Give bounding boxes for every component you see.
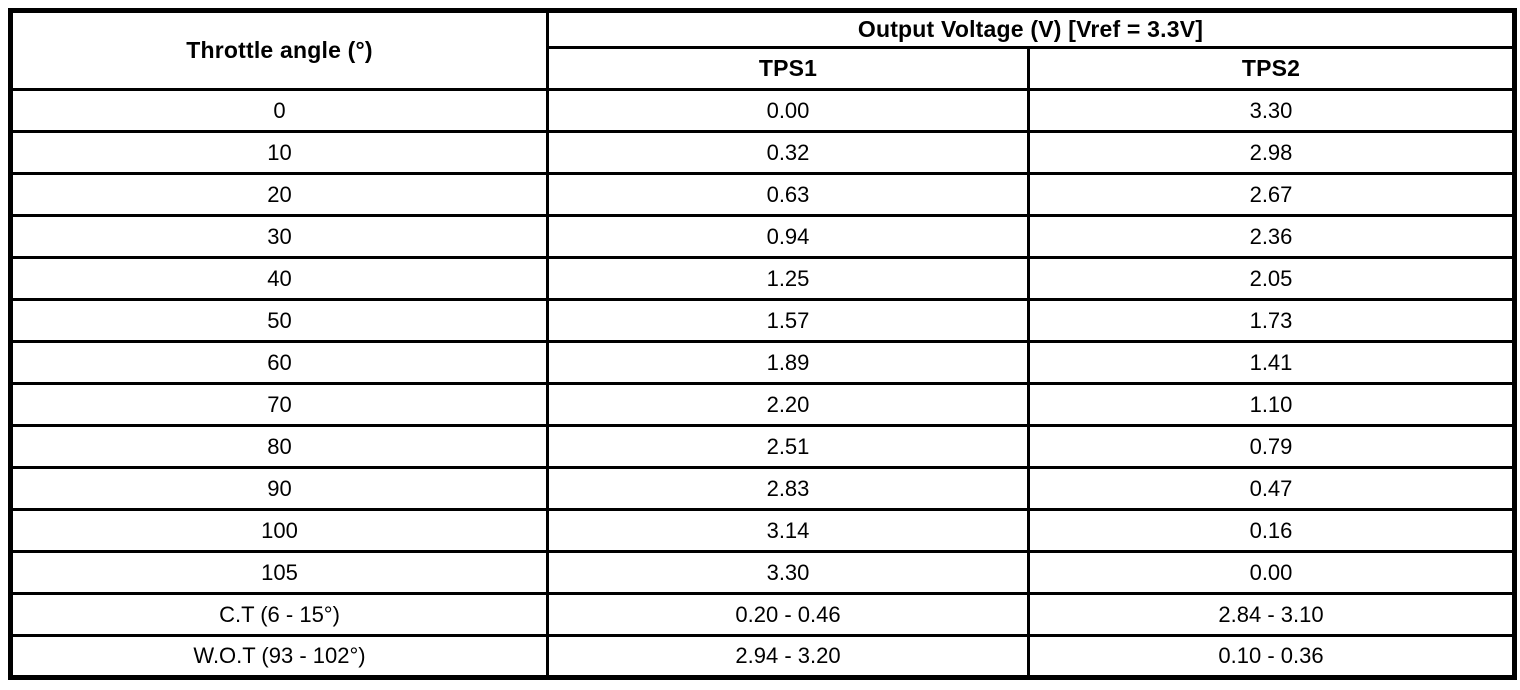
table-row-angle-100: 100 3.14 0.16	[9, 508, 1516, 553]
table-row-angle-20: 20 0.63 2.67	[9, 172, 1516, 217]
throttle-angle-header: Throttle angle (°)	[9, 9, 549, 91]
tps2-cell: 3.30	[1027, 88, 1516, 133]
tps1-cell: 1.25	[546, 256, 1030, 301]
angle-cell: 100	[9, 508, 549, 553]
header-row-sub: TPS1 TPS2	[11, 46, 1516, 91]
angle-cell: 60	[9, 340, 549, 385]
tps1-cell: 1.57	[546, 298, 1030, 343]
table-row-wide-open-throttle: W.O.T (93 - 102°) 2.94 - 3.20 0.10 - 0.3…	[9, 634, 1516, 679]
tps1-column-header: TPS1	[546, 46, 1030, 91]
tps1-cell: 2.20	[546, 382, 1030, 427]
tps1-cell: 2.83	[546, 466, 1030, 511]
angle-cell: W.O.T (93 - 102°)	[9, 634, 549, 679]
tps2-column-header: TPS2	[1027, 46, 1516, 91]
table-row-closed-throttle: C.T (6 - 15°) 0.20 - 0.46 2.84 - 3.10	[9, 592, 1516, 637]
tps1-cell: 0.20 - 0.46	[546, 592, 1030, 637]
tps1-cell: 3.14	[546, 508, 1030, 553]
angle-cell: C.T (6 - 15°)	[9, 592, 549, 637]
tps2-cell: 2.84 - 3.10	[1027, 592, 1516, 637]
angle-cell: 105	[9, 550, 549, 595]
tps1-cell: 0.32	[546, 130, 1030, 175]
tps2-cell: 0.79	[1027, 424, 1516, 469]
angle-cell: 40	[9, 256, 549, 301]
table-row-angle-60: 60 1.89 1.41	[9, 340, 1516, 385]
tps2-cell: 2.05	[1027, 256, 1516, 301]
tps2-cell: 0.16	[1027, 508, 1516, 553]
tps1-cell: 0.00	[546, 88, 1030, 133]
tps2-cell: 0.00	[1027, 550, 1516, 595]
angle-cell: 10	[9, 130, 549, 175]
tps1-cell: 1.89	[546, 340, 1030, 385]
tps1-cell: 2.51	[546, 424, 1030, 469]
tps2-cell: 2.36	[1027, 214, 1516, 259]
angle-cell: 50	[9, 298, 549, 343]
table-row-angle-30: 30 0.94 2.36	[9, 214, 1516, 259]
tps2-cell: 2.67	[1027, 172, 1516, 217]
tps2-cell: 2.98	[1027, 130, 1516, 175]
angle-cell: 20	[9, 172, 549, 217]
tps2-cell: 0.10 - 0.36	[1027, 634, 1516, 679]
table-row-angle-40: 40 1.25 2.05	[9, 256, 1516, 301]
angle-cell: 70	[9, 382, 549, 427]
tps1-cell: 0.94	[546, 214, 1030, 259]
tps2-cell: 0.47	[1027, 466, 1516, 511]
output-voltage-header: Output Voltage (V) [Vref = 3.3V]	[546, 9, 1516, 49]
table-row-angle-80: 80 2.51 0.79	[9, 424, 1516, 469]
tps2-cell: 1.73	[1027, 298, 1516, 343]
tps1-cell: 2.94 - 3.20	[546, 634, 1030, 679]
angle-cell: 80	[9, 424, 549, 469]
tps1-cell: 0.63	[546, 172, 1030, 217]
table-row-angle-50: 50 1.57 1.73	[9, 298, 1516, 343]
tps1-cell: 3.30	[546, 550, 1030, 595]
tps2-cell: 1.41	[1027, 340, 1516, 385]
angle-cell: 90	[9, 466, 549, 511]
tps-output-voltage-table: Throttle angle (°) Output Voltage (V) [V…	[8, 8, 1517, 680]
table-row-angle-0: 0 0.00 3.30	[9, 88, 1516, 133]
table-row-angle-70: 70 2.20 1.10	[9, 382, 1516, 427]
header-row-group: Throttle angle (°) Output Voltage (V) [V…	[9, 9, 1516, 91]
table-row-angle-90: 90 2.83 0.47	[9, 466, 1516, 511]
angle-cell: 0	[9, 88, 549, 133]
table-row-angle-105: 105 3.30 0.00	[9, 550, 1516, 595]
table-row-angle-10: 10 0.32 2.98	[9, 130, 1516, 175]
angle-cell: 30	[9, 214, 549, 259]
tps2-cell: 1.10	[1027, 382, 1516, 427]
